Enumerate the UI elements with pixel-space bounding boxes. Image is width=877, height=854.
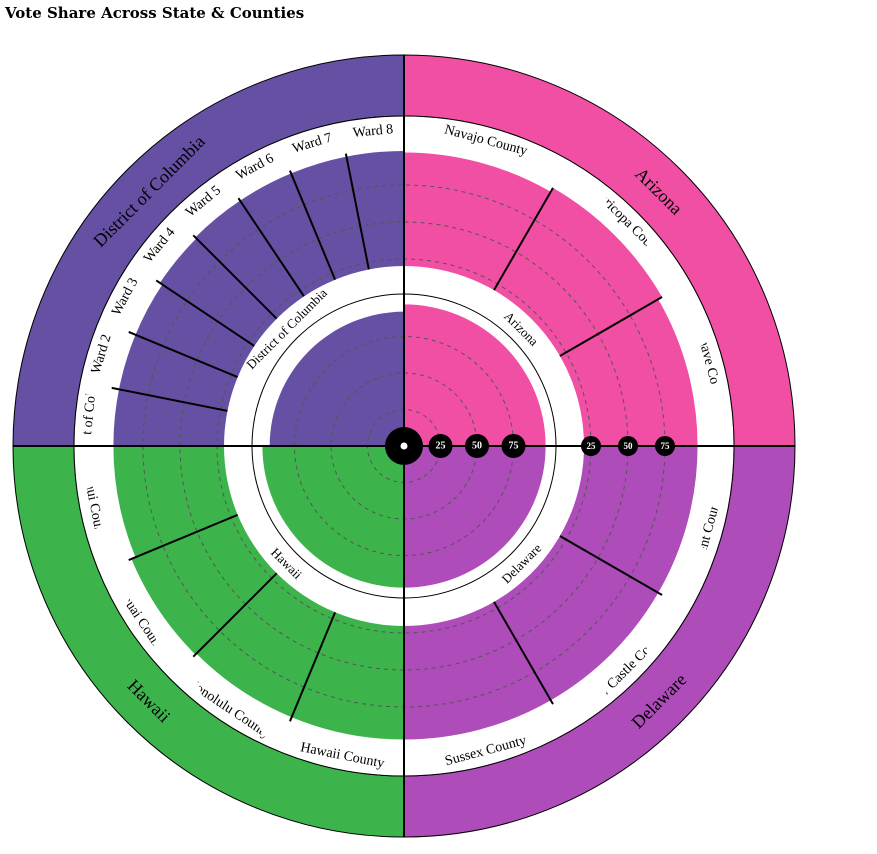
- county-bar-ward-4[interactable]: [159, 238, 298, 363]
- state-tick-label-50: 50: [472, 441, 482, 452]
- county-bar-ward-6[interactable]: [240, 173, 347, 322]
- county-tick-badge-50: [618, 436, 638, 456]
- center-dot: [400, 442, 408, 450]
- state-tick-label-75: 75: [509, 441, 519, 452]
- county-bar-ward-8[interactable]: [346, 150, 404, 299]
- state-bar-district-of-columbia[interactable]: [269, 311, 404, 446]
- state-bar-delaware[interactable]: [404, 446, 546, 588]
- state-tick-label-25: 25: [436, 441, 446, 452]
- county-tick-label-75: 75: [661, 441, 671, 451]
- county-bar-ward-5[interactable]: [195, 200, 321, 340]
- state-tick-badge-50: [465, 434, 489, 458]
- state-bar-arizona[interactable]: [404, 304, 546, 446]
- state-tick-badge-25: [428, 434, 453, 458]
- chart-title: Vote Share Across State & Counties: [5, 4, 305, 22]
- county-tick-badge-25: [581, 436, 601, 456]
- county-tick-badge-75: [655, 436, 675, 456]
- county-tick-label-25: 25: [587, 441, 597, 451]
- county-tick-label-50: 50: [624, 441, 634, 451]
- state-bar-hawaii[interactable]: [262, 446, 404, 588]
- county-bar-ward-3[interactable]: [135, 284, 280, 389]
- county-bar-district-of-columbia[interactable]: [113, 389, 257, 446]
- county-label-ward-8: Ward 8: [352, 122, 394, 141]
- state-tick-badge-75: [501, 434, 526, 458]
